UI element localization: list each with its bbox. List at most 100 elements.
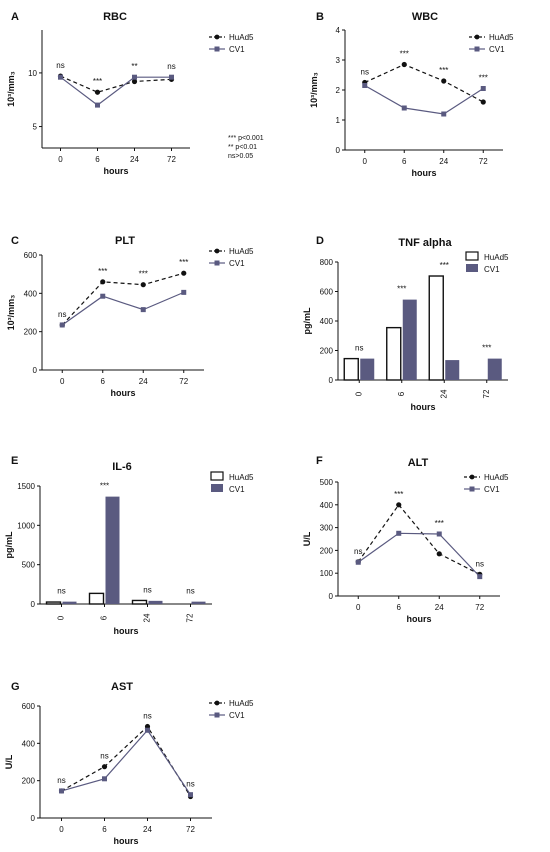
x-axis-label: hours: [406, 614, 431, 624]
data-point: [181, 289, 187, 295]
significance-label: ns: [186, 587, 194, 596]
x-tick-label: 0: [363, 157, 368, 166]
series-line-huad5: [364, 63, 484, 103]
y-tick-label: 0: [336, 146, 341, 155]
legend: HuAd5 CV1: [209, 247, 254, 268]
significance-label: ns: [143, 712, 151, 721]
series-line-huad5: [61, 272, 184, 326]
data-point: [188, 792, 193, 798]
series-line-cv1: [61, 291, 184, 326]
panel-letter: G: [11, 681, 20, 693]
y-tick-label: 500: [22, 561, 36, 570]
x-tick-label: 24: [439, 157, 448, 166]
x-tick-label: 0: [60, 377, 65, 386]
chart-title: PLT: [115, 235, 135, 247]
y-tick-label: 200: [24, 328, 38, 337]
legend-label: HuAd5: [229, 33, 254, 42]
legend: HuAd5 CV1: [210, 471, 254, 494]
data-point: [355, 559, 361, 565]
y-axis-label: pg/mL: [4, 531, 14, 558]
y-tick-label: 600: [24, 251, 38, 260]
data-point: [396, 502, 402, 508]
y-axis-label: 10³/mm₃: [309, 72, 319, 108]
x-tick-label: 6: [95, 155, 100, 164]
data-point: [58, 74, 63, 80]
x-tick-label: 0: [58, 155, 63, 164]
y-axis-label: 10³/mm₃: [6, 295, 16, 331]
legend-swatch: [211, 484, 223, 492]
panel-f: F ALT 0 100 200 300 400 500 0 6 24 72 hours U/L ns *** *…: [302, 455, 509, 624]
significance-label: ns: [56, 61, 64, 70]
legend-swatch: [465, 251, 479, 261]
legend-marker: [469, 486, 475, 492]
data-point: [181, 270, 187, 276]
x-tick-label: 0: [57, 615, 66, 620]
series-line-cv1: [61, 729, 191, 795]
bar: [428, 275, 444, 381]
y-tick-label: 0: [329, 376, 334, 385]
significance-label: ns: [354, 547, 362, 556]
x-axis-label: hours: [110, 388, 135, 398]
x-tick-label: 72: [186, 825, 195, 834]
chart-title: WBC: [412, 11, 438, 23]
data-point: [101, 764, 108, 770]
legend-label: CV1: [229, 711, 245, 720]
y-tick-label: 0: [31, 600, 36, 609]
significance-label: ***: [482, 344, 491, 353]
x-tick-label: 0: [59, 825, 64, 834]
x-tick-label: 6: [402, 157, 407, 166]
series-line-cv1: [357, 532, 481, 578]
chart-title: AST: [111, 681, 133, 693]
legend: HuAd5 CV1: [209, 699, 254, 720]
panel-letter: E: [11, 455, 18, 467]
panel-e: E IL-6 0 500 1000 1500 0 6 24 72 hours pg/mL ns *** ns…: [4, 455, 254, 636]
significance-label: ***: [479, 74, 488, 83]
y-tick-label: 400: [320, 501, 334, 510]
data-point: [100, 279, 106, 285]
significance-label: ***: [439, 66, 448, 75]
y-axis-label: 10³/mm₃: [6, 71, 16, 107]
significance-label: ***: [440, 261, 449, 270]
chart-title: ALT: [408, 457, 429, 469]
significance-label: ns: [361, 68, 369, 77]
legend-label: CV1: [229, 485, 245, 494]
data-point: [401, 61, 407, 68]
data-point: [94, 89, 101, 95]
x-tick-label: 24: [139, 377, 148, 386]
panel-d: D TNF alpha 0 200 400 600 800 0 6 24 72 hours pg/mL n…: [302, 235, 509, 412]
panel-letter: B: [316, 11, 324, 23]
x-tick-label: 6: [397, 603, 402, 612]
data-point: [401, 105, 407, 111]
x-tick-label: 0: [354, 391, 363, 396]
y-tick-label: 4: [336, 26, 341, 35]
bar: [386, 326, 402, 381]
significance-note: ** p<0.01: [228, 144, 257, 151]
x-tick-label: 72: [179, 377, 188, 386]
x-tick-label: 6: [397, 391, 406, 396]
legend-marker: [214, 46, 220, 52]
significance-label: ns: [167, 62, 175, 71]
significance-label: ***: [179, 258, 188, 267]
legend-label: HuAd5: [229, 247, 254, 256]
y-tick-label: 200: [22, 777, 36, 786]
y-axis-label: U/L: [4, 754, 14, 769]
x-axis-label: hours: [113, 836, 138, 846]
significance-label: ***: [93, 77, 102, 86]
legend-label: CV1: [229, 45, 245, 54]
significance-label: ***: [435, 519, 444, 528]
series-line-cv1: [60, 76, 172, 106]
x-tick-label: 6: [102, 825, 107, 834]
data-point: [480, 86, 486, 91]
significance-label: ns: [476, 559, 484, 568]
data-point: [145, 727, 150, 733]
legend-swatch: [466, 264, 478, 272]
legend-marker: [214, 260, 220, 266]
legend-marker: [469, 474, 475, 480]
significance-note: ns>0.05: [228, 153, 253, 160]
x-tick-label: 72: [479, 157, 488, 166]
series-line-huad5: [60, 75, 172, 93]
x-tick-label: 72: [475, 603, 484, 612]
panel-letter: A: [11, 11, 19, 23]
series-line-cv1: [364, 84, 484, 115]
